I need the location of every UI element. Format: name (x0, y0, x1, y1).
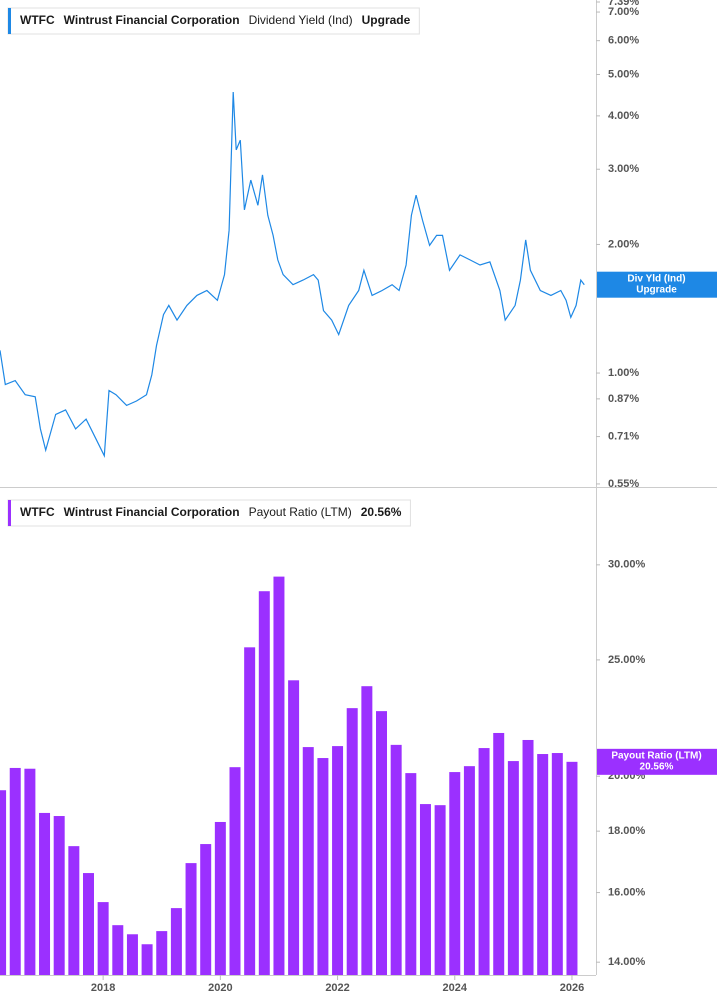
x-tick-label: 2022 (325, 982, 349, 994)
end-label-box (597, 748, 717, 775)
legend-text: Wintrust Financial Corporation (64, 505, 240, 519)
y-tick-label: 0.55% (608, 478, 639, 490)
legend-text: Wintrust Financial Corporation (64, 13, 240, 27)
bar (405, 773, 417, 975)
bar (478, 748, 490, 975)
bar (376, 711, 388, 975)
y-tick-label: 6.00% (608, 35, 639, 47)
bar (82, 873, 94, 975)
bar (302, 747, 314, 975)
bar (493, 732, 505, 975)
bar (244, 647, 256, 975)
bar (258, 591, 270, 975)
x-tick-label: 2020 (208, 982, 232, 994)
line (0, 91, 585, 459)
legend: WTFC Wintrust Financial Corporation Payout… (7, 499, 411, 527)
bar (170, 908, 182, 975)
bar (566, 761, 578, 975)
bar (288, 680, 300, 975)
legend-text: WTFC (20, 13, 55, 27)
y-tick-label: 18.00% (608, 825, 646, 837)
x-tick-label: 2026 (560, 982, 584, 994)
bar (419, 804, 431, 975)
end-label-text: Div Yld (Ind) (627, 273, 685, 284)
bar (214, 821, 226, 975)
legend-marker (8, 8, 11, 34)
y-tick-label: 14.00% (608, 956, 646, 968)
y-tick-label: 1.00% (608, 367, 639, 379)
bar (317, 758, 329, 975)
y-tick-label: 5.00% (608, 68, 639, 80)
bar (97, 902, 109, 975)
bar (126, 934, 138, 975)
bar (39, 812, 51, 975)
bar (273, 576, 285, 975)
end-label-text: Upgrade (636, 284, 677, 295)
bar (551, 753, 563, 975)
end-label-box (597, 271, 717, 298)
bar (229, 767, 241, 975)
x-tick-label: 2018 (91, 982, 115, 994)
x-tick-label: 2024 (443, 982, 468, 994)
end-label-text: 20.56% (640, 761, 674, 772)
bar (156, 931, 168, 975)
legend: WTFC Wintrust Financial Corporation Divide… (7, 7, 420, 35)
bar (0, 790, 7, 975)
bar (112, 925, 124, 975)
legend-text: Upgrade (362, 13, 411, 27)
y-tick-label: 7.00% (608, 6, 639, 18)
bar (522, 739, 534, 975)
y-tick-label: 3.00% (608, 163, 639, 175)
plot-area (0, 91, 585, 459)
bar (434, 805, 446, 975)
bar (53, 816, 65, 975)
legend-text: WTFC (20, 505, 55, 519)
legend-text: Dividend Yield (Ind) (249, 13, 353, 27)
y-tick-label: 16.00% (608, 886, 646, 898)
y-tick-label: 25.00% (608, 654, 646, 666)
y-tick-label: 0.87% (608, 393, 639, 405)
bar (332, 746, 344, 975)
bar (9, 767, 21, 975)
y-tick-label: 7.39% (608, 0, 639, 8)
legend-box (7, 7, 420, 35)
bar (68, 846, 80, 975)
bar (463, 766, 475, 975)
bar (24, 768, 36, 975)
bar (507, 761, 519, 975)
plot-area (0, 576, 578, 975)
bar (390, 744, 402, 975)
bar (361, 686, 373, 975)
y-tick-label: 2.00% (608, 238, 639, 250)
bar (200, 844, 212, 975)
legend-text: 20.56% (361, 505, 402, 519)
y-tick-label: 30.00% (608, 559, 646, 571)
bar (449, 772, 461, 975)
bar (346, 708, 358, 975)
y-tick-label: 0.71% (608, 430, 639, 442)
y-tick-label: 4.00% (608, 110, 639, 122)
bar (141, 944, 153, 975)
legend-text: Payout Ratio (LTM) (249, 505, 352, 519)
bar (185, 863, 197, 975)
bar (537, 754, 549, 975)
end-label-text: Payout Ratio (LTM) (611, 750, 701, 761)
legend-marker (8, 500, 11, 526)
